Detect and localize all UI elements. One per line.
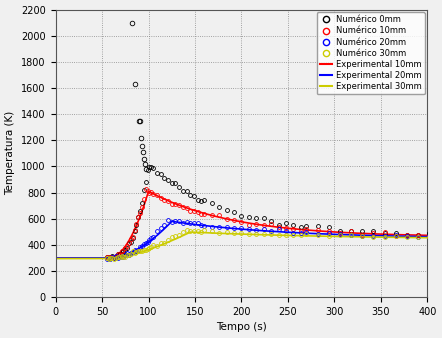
X-axis label: Tempo (s): Tempo (s): [216, 322, 267, 333]
Legend: Numérico 0mm, Numérico 10mm, Numérico 20mm, Numérico 30mm, Experimental 10mm, Ex: Numérico 0mm, Numérico 10mm, Numérico 20…: [316, 12, 425, 94]
Y-axis label: Temperatura (K): Temperatura (K): [6, 111, 15, 195]
